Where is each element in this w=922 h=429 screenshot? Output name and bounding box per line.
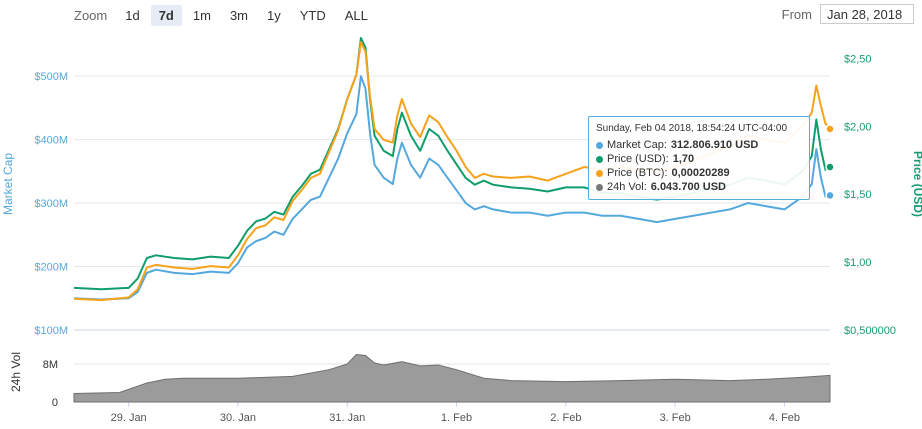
left-tick-label: $200M: [34, 262, 68, 274]
volume-area: [73, 353, 831, 403]
right-tick-label: $2,00: [844, 121, 872, 133]
tooltip-row-price-btc: Price (BTC): 0,00020289: [596, 166, 802, 180]
tooltip-value: 1,70: [672, 153, 695, 165]
date-range: From: [782, 4, 914, 24]
x-tick-label: 30. Jan: [220, 412, 256, 424]
zoom-all-button[interactable]: ALL: [344, 7, 368, 23]
zoom-ytd-button[interactable]: YTD: [299, 7, 326, 23]
zoom-1y-button[interactable]: 1y: [267, 7, 281, 23]
zoom-bar: Zoom 1d 7d 1m 3m 1y YTD ALL: [74, 4, 379, 26]
x-tick-label: 29. Jan: [111, 412, 147, 424]
left-axis-title: Market Cap: [1, 153, 15, 215]
x-axis-ticks: 29. Jan 30. Jan 31. Jan 1. Feb 2. Feb 3. Feb 4…: [111, 402, 800, 424]
volume-tick-label: 8M: [43, 359, 58, 371]
tooltip-label: 24h Vol:: [607, 181, 647, 193]
right-tick-label: $2,50: [844, 53, 872, 65]
price-btc-hover-point: [825, 124, 835, 134]
tooltip-date: Sunday, Feb 04 2018, 18:54:24 UTC-04:00: [596, 123, 788, 134]
left-tick-label: $100M: [34, 325, 68, 337]
from-label: From: [781, 6, 812, 22]
price-usd-dot-icon: [596, 155, 603, 163]
zoom-1m-button[interactable]: 1m: [192, 7, 211, 23]
zoom-7d-button[interactable]: 7d: [150, 4, 182, 26]
left-tick-label: $500M: [34, 71, 68, 83]
market-cap-line: [73, 75, 831, 301]
series-group: [73, 37, 835, 403]
tooltip-label: Market Cap:: [607, 139, 667, 151]
volume-axis-title: 24h Vol: [9, 352, 23, 392]
price-btc-dot-icon: [596, 169, 603, 177]
market-cap-dot-icon: [596, 141, 603, 149]
volume-axis-ticks: 0 8M: [43, 359, 58, 409]
tooltip-row-price-usd: Price (USD): 1,70: [596, 152, 802, 166]
right-tick-label: $1,00: [844, 257, 872, 269]
right-tick-label: $1,50: [844, 189, 872, 201]
x-tick-label: 3. Feb: [660, 412, 691, 424]
x-tick-label: 1. Feb: [441, 412, 472, 424]
left-tick-label: $300M: [34, 198, 68, 210]
tooltip-label: Price (USD):: [607, 153, 669, 165]
grid-lines: [74, 75, 830, 403]
volume-dot-icon: [596, 183, 603, 191]
volume-tick-label: 0: [52, 397, 58, 409]
right-axis-title: Price (USD): [911, 151, 922, 217]
tooltip-label: Price (BTC):: [607, 167, 668, 179]
tooltip-row-market-cap: Market Cap: 312.806.910 USD: [596, 138, 802, 152]
left-axis-ticks: $100M $200M $300M $400M $500M: [34, 71, 68, 337]
zoom-label: Zoom: [74, 7, 108, 23]
tooltip-value: 312.806.910 USD: [670, 139, 759, 151]
tooltip: Sunday, Feb 04 2018, 18:54:24 UTC-04:00 …: [588, 116, 810, 200]
zoom-1d-button[interactable]: 1d: [125, 7, 140, 23]
x-tick-label: 2. Feb: [550, 412, 581, 424]
left-tick-label: $400M: [34, 135, 68, 147]
zoom-3m-button[interactable]: 3m: [229, 7, 248, 23]
tooltip-value: 0,00020289: [671, 167, 730, 179]
x-tick-label: 4. Feb: [769, 412, 800, 424]
right-tick-label: $0,500000: [844, 325, 896, 337]
x-tick-label: 31. Jan: [329, 412, 365, 424]
from-date-input[interactable]: [820, 4, 914, 24]
price-usd-hover-point: [825, 162, 835, 172]
tooltip-value: 6.043.700 USD: [650, 181, 726, 193]
right-axis-ticks: $0,500000 $1,00 $1,50 $2,00 $2,50: [844, 53, 896, 337]
tooltip-row-volume: 24h Vol: 6.043.700 USD: [596, 180, 802, 194]
market-cap-hover-point: [825, 190, 835, 201]
